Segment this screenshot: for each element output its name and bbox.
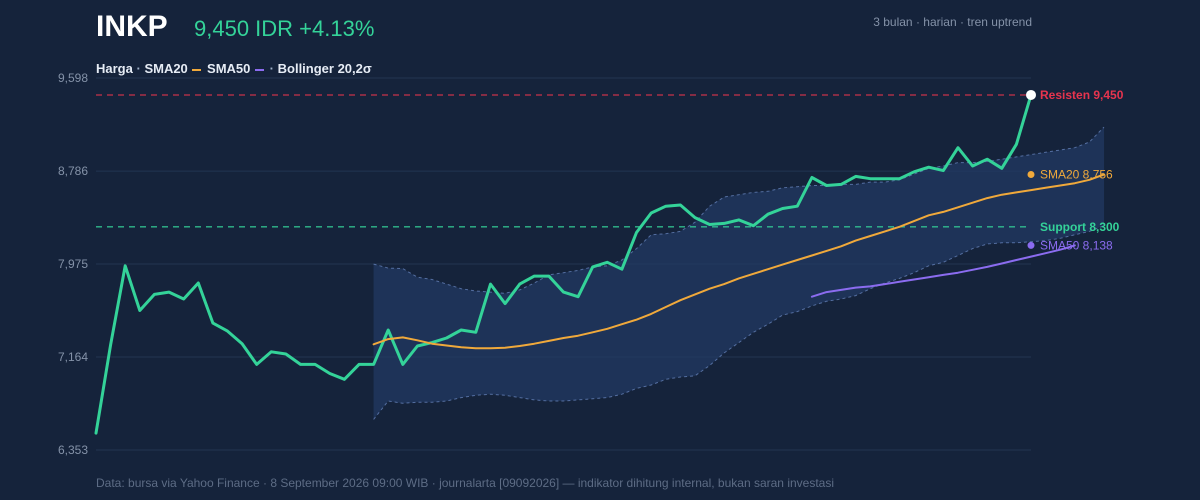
legend-price-label: Harga <box>96 61 133 76</box>
ticker-symbol: INKP <box>96 10 168 43</box>
bollinger-lower-line <box>373 225 1105 420</box>
y-tick-label: 8,786 <box>58 164 88 178</box>
sma50-last-point <box>1027 241 1035 249</box>
legend-bollinger-label: Bollinger 20,2σ <box>277 61 372 76</box>
bollinger-band-fill <box>373 127 1105 420</box>
y-tick-label: 6,353 <box>58 443 88 457</box>
y-tick-label: 7,975 <box>58 257 88 271</box>
support-level-label: Support 8,300 <box>1040 220 1120 234</box>
sma20-end-label: SMA20 8,756 <box>1040 168 1113 182</box>
resisten-level-label: Resisten 9,450 <box>1040 88 1124 102</box>
chart-legend: Harga · SMA20 SMA50 · Bollinger 20,2σ <box>96 61 372 76</box>
sma50-end-label: SMA50 8,138 <box>1040 238 1113 252</box>
level-lines <box>96 94 1031 228</box>
sma20-line <box>372 173 1105 350</box>
sma20-last-point <box>1027 171 1035 179</box>
legend-sma20-swatch <box>192 68 202 71</box>
chart-meta: 3 bulan · harian · tren uptrend <box>873 15 1032 29</box>
price-last-point <box>1026 89 1036 100</box>
legend-sma20-label: SMA20 <box>144 61 188 76</box>
legend-sma50-label: SMA50 <box>207 61 251 76</box>
legend-sma50-swatch <box>255 68 265 71</box>
sma50-line <box>810 244 1076 298</box>
price-line <box>94 93 1033 435</box>
legend-separator: · <box>136 61 145 76</box>
y-tick-label: 7,164 <box>58 350 88 364</box>
legend-separator: · <box>269 61 274 76</box>
data-source-footer: Data: bursa via Yahoo Finance · 8 Septem… <box>96 476 834 490</box>
y-tick-label: 9,598 <box>58 71 88 85</box>
label-layer: Resisten 9,450 Support 8,300 SMA20 8,756 SM… <box>1026 88 1124 252</box>
series-layer <box>94 93 1105 435</box>
price-change: 9,450 IDR +4.13% <box>194 16 375 41</box>
